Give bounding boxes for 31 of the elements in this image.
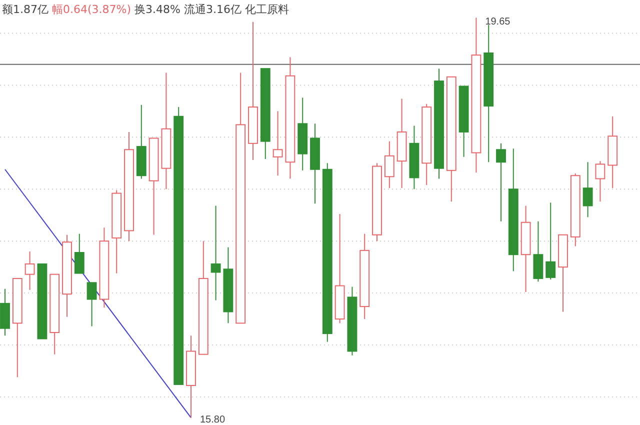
candlestick xyxy=(248,21,258,161)
candlestick xyxy=(434,68,444,180)
candlestick xyxy=(161,72,172,190)
candlestick xyxy=(484,24,494,163)
candlestick xyxy=(124,131,134,242)
candlestick xyxy=(0,288,10,336)
candlestick xyxy=(409,125,420,190)
candlestick xyxy=(210,205,221,301)
candlestick xyxy=(520,205,531,292)
candlestick xyxy=(223,246,234,324)
candlestick xyxy=(396,98,407,189)
candlestick xyxy=(99,227,110,308)
candlestick xyxy=(384,140,394,189)
candlestick xyxy=(272,110,283,176)
candlestick xyxy=(62,234,72,318)
candlestick xyxy=(298,97,308,171)
candlestick xyxy=(508,148,518,272)
candlestick xyxy=(471,17,482,173)
candlestick xyxy=(112,190,122,274)
candlestick xyxy=(310,123,320,204)
candlestick xyxy=(24,250,35,290)
annotation: 19.65 xyxy=(485,16,511,28)
candlestick xyxy=(322,162,332,342)
candlestick xyxy=(360,233,370,320)
candlestick xyxy=(186,335,196,418)
candlestick xyxy=(285,56,296,180)
candlestick xyxy=(582,162,593,218)
chart-title: 额1.87亿 幅0.64(3.87%) 换3.48% 流通3.16亿 化工原料 xyxy=(2,3,289,16)
candlestick xyxy=(608,116,618,189)
annotation: 15.80 xyxy=(200,414,226,425)
candlestick xyxy=(347,286,358,356)
